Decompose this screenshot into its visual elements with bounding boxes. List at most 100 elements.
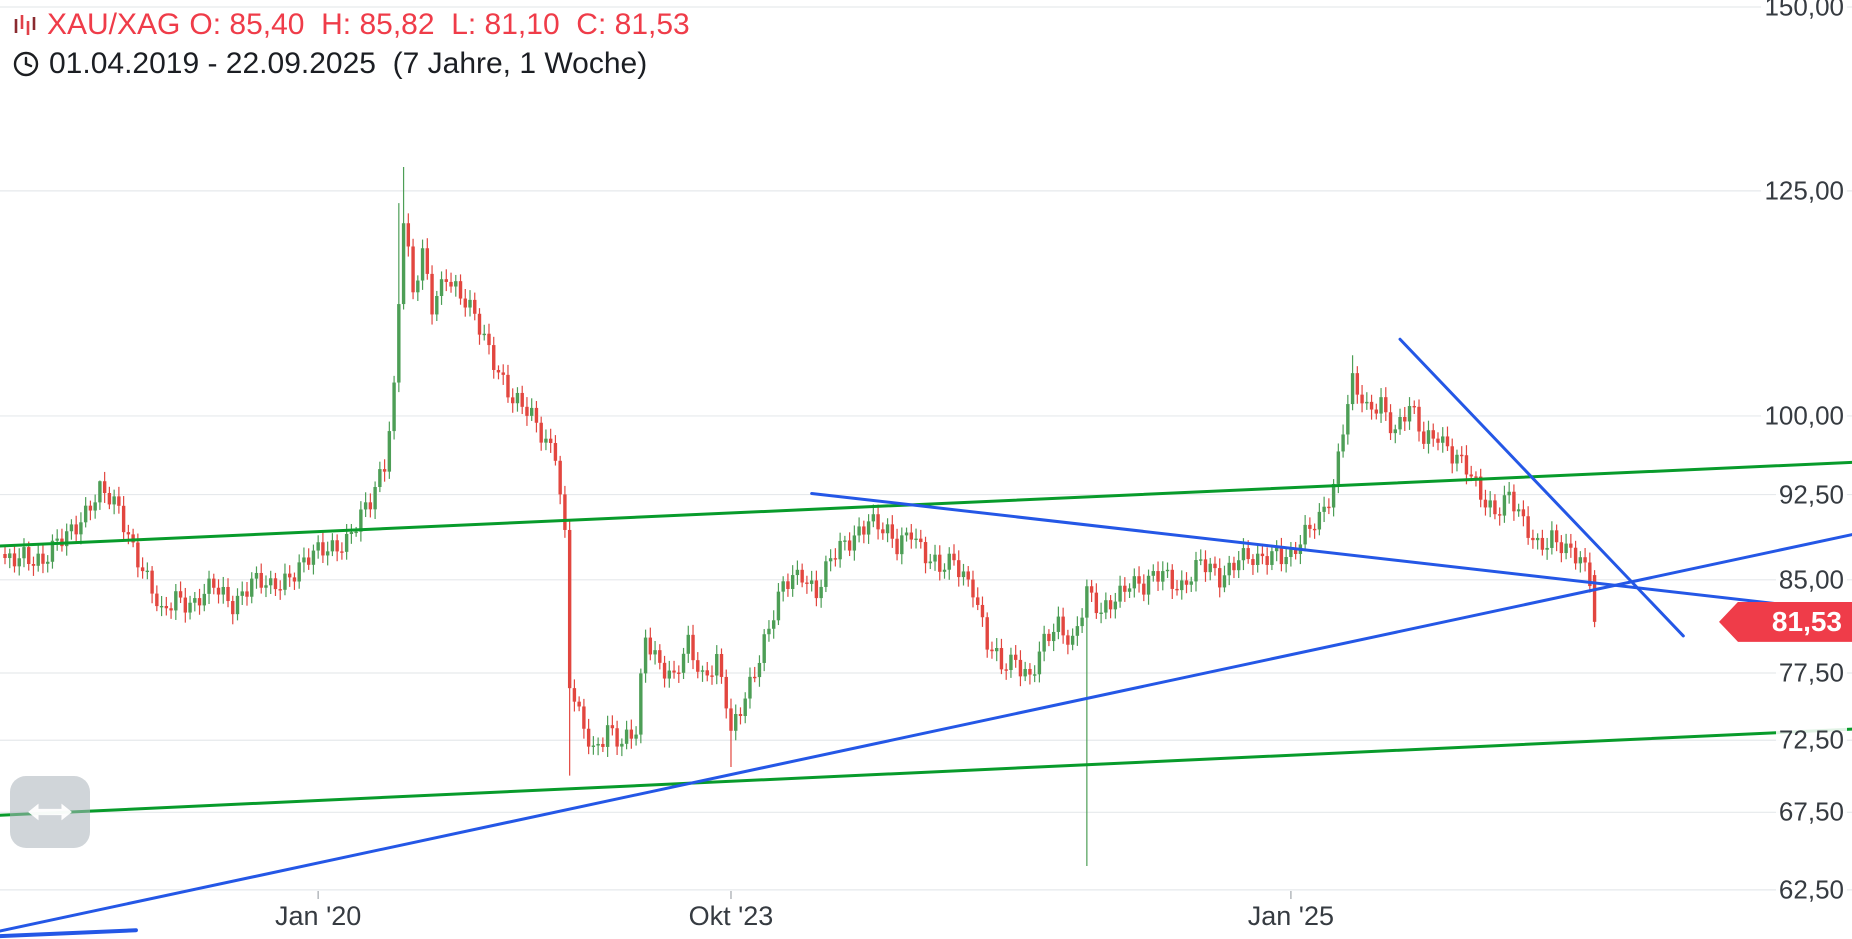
candle-body (1123, 585, 1127, 592)
candle-body (1237, 560, 1241, 571)
candle-body (629, 729, 634, 739)
candle-body (88, 505, 93, 511)
candle-body (401, 223, 406, 305)
candle-body (1161, 571, 1165, 582)
trendline-blue-ascending[interactable] (0, 533, 1852, 933)
candle-body (1393, 429, 1397, 434)
candle-body (734, 714, 738, 731)
candle-body (781, 581, 785, 592)
candle-body (359, 509, 363, 532)
candle-body (814, 580, 819, 599)
candle-body (1251, 559, 1255, 566)
candle-body (197, 598, 202, 606)
candle-body (102, 481, 107, 494)
candle-body (1559, 542, 1564, 554)
candle-body (824, 561, 828, 587)
candle-body (174, 591, 178, 611)
candle-body (316, 542, 320, 551)
candle-body (909, 532, 913, 540)
candle-body (193, 598, 197, 603)
time-axis-label: Okt '23 (688, 901, 774, 931)
candle-body (1445, 436, 1450, 447)
candle-body (900, 535, 904, 555)
candle-body (1023, 668, 1027, 677)
trendline-channel-green-lower[interactable] (0, 727, 1852, 817)
candle-body (923, 542, 928, 564)
candle-body (1127, 588, 1132, 592)
candle-body (178, 591, 183, 598)
candle-body (1232, 562, 1236, 571)
candle-body (458, 281, 463, 299)
candle-body (288, 573, 292, 578)
candle-body (819, 586, 823, 599)
candle-body (586, 728, 591, 747)
candle-body (1403, 416, 1407, 422)
candle-body (990, 649, 994, 652)
candle-body (1293, 548, 1298, 554)
candle-body (914, 538, 918, 541)
candle-body (330, 540, 335, 552)
candle-body (1004, 669, 1008, 671)
pan-mode-button[interactable] (10, 776, 90, 848)
candle-body (1208, 563, 1212, 573)
candle-body (477, 313, 482, 335)
candle-body (639, 673, 643, 735)
candle-body (591, 745, 596, 747)
candle-body (620, 743, 624, 747)
candle-body (1422, 431, 1426, 444)
candle-body (468, 299, 472, 308)
candle-body (46, 561, 50, 564)
time-axis[interactable]: Jan '20 Okt '23 Jan '25 (0, 901, 1852, 939)
trendline-blue-bottom-edge[interactable] (0, 928, 138, 939)
candle-body (463, 298, 467, 308)
candle-body (325, 551, 330, 556)
price-axis-label: 67,50 (1775, 796, 1847, 828)
candle-body (1573, 547, 1578, 564)
candle-body (496, 369, 501, 373)
candle-body (321, 542, 325, 556)
candle-body (506, 374, 510, 398)
candle-body (69, 524, 74, 532)
candle-body (757, 662, 762, 678)
candle-body (790, 575, 795, 589)
price-axis-label: 92,50 (1775, 479, 1847, 511)
candle-body (1312, 528, 1317, 531)
candle-body (1189, 581, 1193, 585)
candle-body (1592, 575, 1597, 622)
candle-body (439, 279, 444, 296)
candle-body (1554, 530, 1559, 543)
candle-body (1540, 537, 1545, 550)
candle-body (349, 532, 354, 535)
candle-body (1379, 397, 1383, 414)
candle-body (1308, 524, 1312, 529)
candle-body (976, 597, 980, 605)
candle-body (577, 701, 581, 707)
candle-body (273, 578, 278, 590)
candle-body (202, 593, 206, 606)
candle-body (1526, 516, 1530, 538)
candle-body (226, 586, 230, 602)
candle-body (17, 558, 21, 567)
candle-body (378, 469, 382, 488)
price-axis[interactable]: 150,00 125,00 100,00 92,50 85,00 77,50 72,50 67… (1722, 0, 1852, 939)
candle-body (995, 648, 999, 652)
last-price-badge: 81,53 (1719, 601, 1852, 642)
trendline-blue-descending[interactable] (810, 491, 1852, 614)
candle-body (1218, 568, 1222, 588)
candle-body (1384, 397, 1388, 413)
trendline-blue-steep-descending[interactable] (1398, 337, 1685, 638)
candle-body (1388, 412, 1393, 434)
candle-body (1184, 580, 1189, 585)
candle-body (1099, 612, 1103, 614)
candle-body (1089, 586, 1094, 593)
series-icon (12, 12, 38, 38)
candle-body (529, 407, 534, 416)
candle-body (596, 743, 600, 746)
candle-body (1493, 500, 1497, 515)
candle-body (216, 587, 221, 595)
candle-body (1460, 454, 1464, 457)
trendline-channel-green-upper[interactable] (0, 460, 1852, 548)
candle-body (1550, 530, 1554, 548)
candle-body (615, 728, 619, 747)
